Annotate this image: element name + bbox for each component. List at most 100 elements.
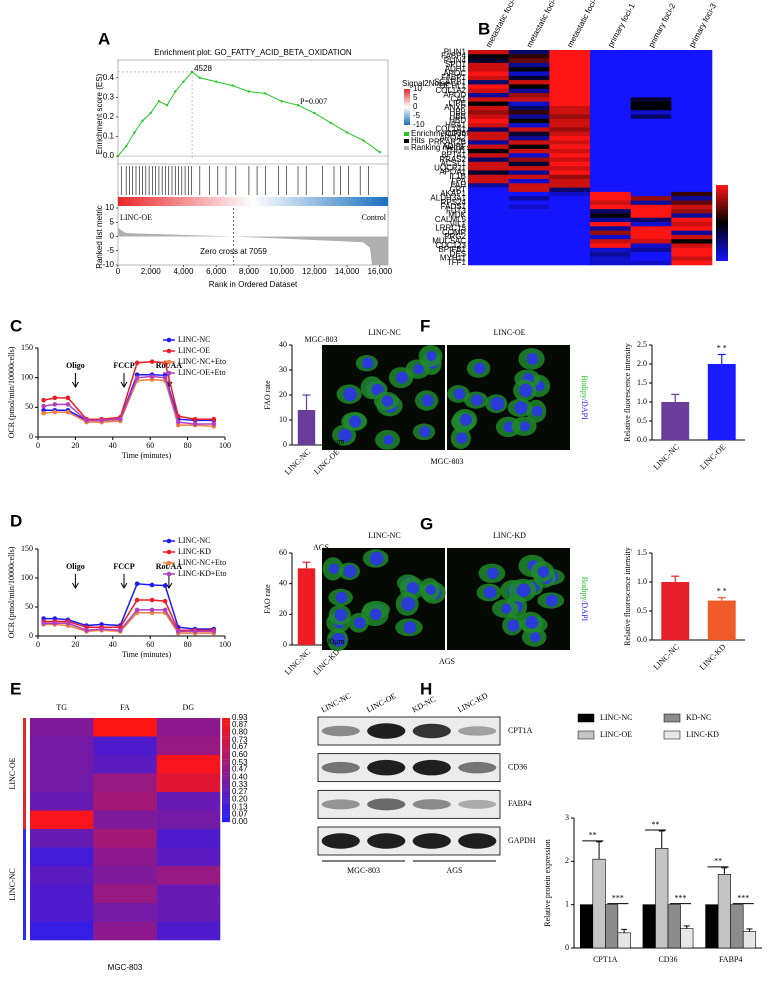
cell-nucleus [545,594,558,607]
heatmap-cell [590,243,631,249]
series-point [162,375,168,380]
y-tick-label: 100 [21,372,33,381]
heatmap-cell [549,174,591,180]
y-tick-label: 0.5 [637,416,647,425]
heatmap-cell [468,84,509,89]
bar [742,931,757,949]
heatmap-cell [508,93,550,98]
x-tick-label: 100 [219,640,231,649]
heatmap-cell [630,80,672,85]
y-tick-label: 150 [21,343,33,352]
series-point [41,397,46,403]
colorbar-step [222,754,230,758]
es-point [174,90,177,93]
heatmap-cell [630,67,672,72]
y-axis-label: OCR (pmol/min/10000cells) [7,346,16,438]
row-label: COL1A2 [435,86,466,95]
heatmap-cell [590,127,631,132]
heatmap-cell [156,884,221,904]
heatmap-cell [468,183,509,188]
row-label: LRRC15 [435,224,466,233]
cell-nucleus [490,396,505,411]
arrow-head [71,582,79,589]
column-label: TG [56,703,67,712]
colorbar-label: 0.27 [232,787,248,796]
heatmap-cell [671,110,713,115]
colorbar-step [222,723,230,726]
heatmap-cell [468,123,509,128]
panel-letter: E [10,679,21,698]
heatmap-cell [93,718,157,737]
blot-band [367,798,406,811]
es-point [214,80,218,83]
heatmap-cell [30,866,94,885]
heatmap-cell [630,148,672,154]
x-tick-label: CPT1A [593,955,618,964]
heatmap-cell [590,213,631,218]
heatmap-cell [468,243,509,249]
row-label: CALML5 [435,215,467,224]
es-point [345,131,349,134]
peak-label: 4528 [194,64,212,73]
x-tick-label: 2,000 [141,267,162,276]
blot-band [321,725,360,737]
image-label: LINC-KD [493,531,526,540]
heatmap-cell [630,58,672,64]
heatmap-cell [508,243,550,249]
heatmap-cell [549,200,591,206]
heatmap-cell [468,157,509,163]
blot-band [367,723,406,739]
heatmap-cell [671,54,713,59]
series-point [149,359,155,364]
heatmap-cell [508,50,550,55]
series-point [41,410,46,416]
row-label: COMP [442,228,466,237]
series-point [52,395,58,401]
y-tick-label: 50 [25,402,33,411]
legend-label: KD-NC [686,713,711,722]
heatmap-cell [93,829,157,848]
heatmap-cell [468,101,509,107]
row-label: GPT [450,185,467,194]
legend-marker [166,538,172,544]
legend-tick: 0 [413,102,418,111]
heatmap-cell [590,183,631,188]
heatmap-cell [630,213,672,218]
heatmap-cell [508,114,550,120]
y-tick-label: 0 [283,640,287,649]
heatmap-cell [590,179,631,184]
heatmap-caption: MGC-803 [108,963,143,972]
series-point [41,403,46,409]
heatmap-cell [156,866,221,885]
cell-nucleus [338,428,352,443]
cell-nucleus [421,394,434,407]
heatmap-cell [508,127,550,132]
bar [717,874,731,949]
heatmap-cell [508,234,550,240]
heatmap-cell [508,191,550,197]
y-axis-label: Relative fluorescence intensity [623,547,632,646]
x-tick-label: 14,000 [335,267,360,276]
cell-nucleus [335,591,348,604]
stain-part: /DAPI [580,600,589,621]
heatmap-cell [508,110,550,115]
x-tick-label: 80 [184,441,192,450]
y-tick-label: 1.0 [637,397,647,406]
heatmap-cell [156,810,221,830]
heatmap-cell [30,903,94,922]
heatmap-cell [590,93,631,98]
heatmap-cell [508,148,550,154]
colorbar-step [222,767,230,771]
heatmap-cell [671,222,713,227]
heatmap-cell [468,153,509,158]
series-point [84,627,89,633]
heatmap-cell [590,101,631,107]
arrow-head [71,381,79,388]
row-label: APOD [443,90,466,99]
heatmap-cell [468,93,509,98]
cell-nucleus [371,383,384,396]
heatmap-cell [549,101,591,107]
series-point [149,607,155,613]
legend-label: LINC-OE [178,346,210,355]
heatmap-cell [468,118,509,124]
